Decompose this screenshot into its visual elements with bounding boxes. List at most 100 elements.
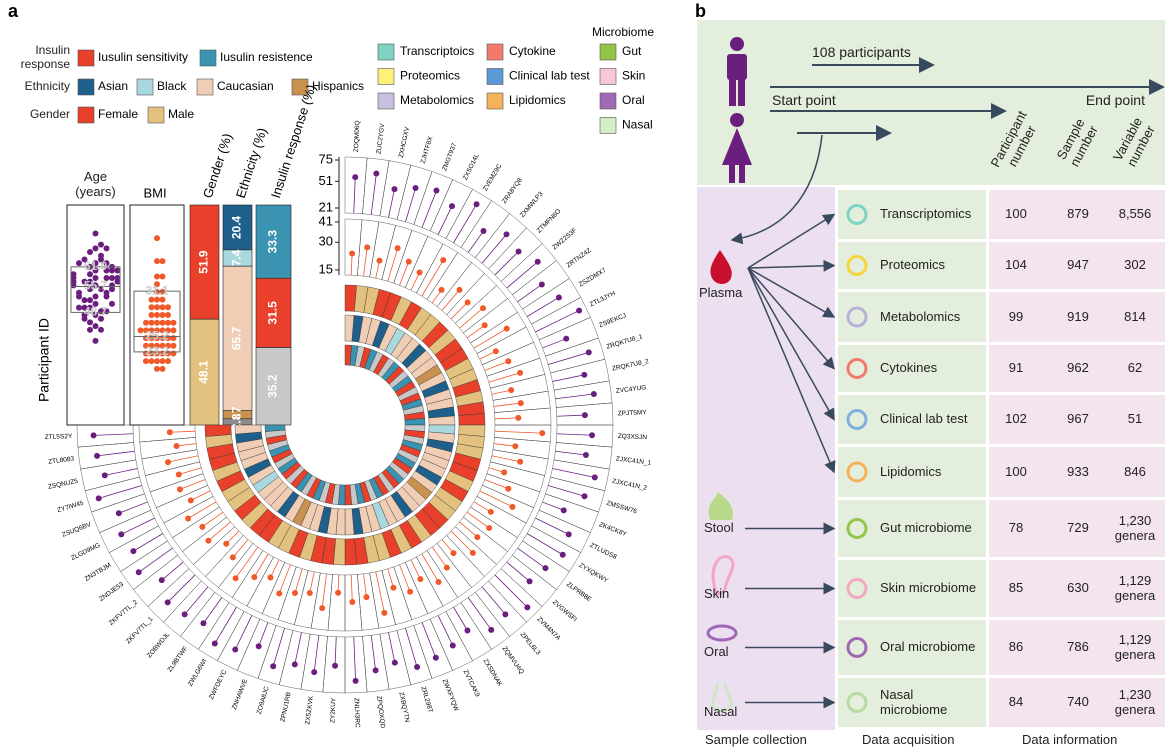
bmi-stem bbox=[410, 272, 420, 291]
participant-id: ZLPRB8E bbox=[565, 581, 593, 604]
data-dot bbox=[98, 252, 104, 259]
legend-label: Clinical lab test bbox=[509, 69, 590, 83]
participant-id: ZO9A8JC bbox=[256, 685, 271, 715]
age-stem bbox=[104, 468, 138, 476]
cell bbox=[492, 437, 551, 460]
age-stem bbox=[133, 533, 164, 552]
axis-tick-label: 75 bbox=[319, 151, 333, 166]
participant-id: ZSZDMX7 bbox=[578, 267, 608, 289]
bmi-dot bbox=[508, 387, 515, 394]
participant-id: ZY7IW45 bbox=[56, 500, 84, 515]
data-dot bbox=[98, 286, 104, 293]
sample-label: Oral bbox=[704, 644, 729, 659]
legend-label: Asian bbox=[98, 79, 128, 93]
age-stem bbox=[542, 338, 567, 349]
age-stem bbox=[93, 433, 134, 436]
column-header: Age (years) bbox=[75, 169, 116, 199]
participant-id: ZQMVU4Q bbox=[501, 645, 525, 675]
cell bbox=[482, 341, 541, 377]
table-cell: 104 bbox=[1005, 257, 1027, 273]
data-dot bbox=[170, 350, 177, 357]
flow-arrow bbox=[747, 259, 836, 272]
cell bbox=[369, 221, 396, 280]
bmi-stem bbox=[484, 479, 509, 490]
age-dot bbox=[255, 643, 262, 650]
data-dot bbox=[76, 260, 82, 267]
gender-ring bbox=[204, 424, 232, 437]
bmi-stem bbox=[459, 307, 484, 329]
cell bbox=[538, 493, 599, 533]
cell bbox=[344, 156, 368, 214]
data-dot bbox=[159, 312, 166, 318]
legend-title: Insulin response bbox=[20, 43, 70, 71]
information-cell bbox=[989, 190, 1165, 239]
bmi-dot bbox=[173, 442, 180, 449]
legend-swatch bbox=[77, 49, 95, 67]
data-dot bbox=[92, 245, 99, 252]
bmi-stem bbox=[431, 546, 448, 568]
age-dot bbox=[200, 620, 207, 627]
age-stem bbox=[272, 628, 285, 667]
bmi-dot bbox=[223, 540, 230, 547]
stacked-segment bbox=[222, 265, 253, 411]
panel-label: b bbox=[695, 1, 706, 21]
age-dot bbox=[130, 548, 137, 555]
cell bbox=[531, 509, 591, 553]
bmi-stem bbox=[321, 573, 327, 609]
legend-title: Gender bbox=[29, 107, 70, 121]
participant-id: ZS9EKCJ bbox=[598, 312, 627, 329]
data-dot bbox=[159, 304, 166, 311]
data-dot bbox=[98, 315, 104, 322]
cell bbox=[429, 611, 473, 671]
data-dot bbox=[170, 335, 177, 342]
legend-swatch bbox=[199, 49, 217, 67]
data-dot bbox=[92, 337, 99, 344]
table-cell: 740 bbox=[1067, 694, 1089, 710]
data-dot bbox=[154, 304, 160, 311]
participant-id: ZXSO14L bbox=[462, 152, 481, 181]
legend-label: Transcriptoics bbox=[400, 44, 474, 58]
age-dot bbox=[582, 452, 589, 459]
bmi-stem bbox=[363, 247, 368, 277]
age-dot bbox=[565, 531, 572, 538]
flow-arrow bbox=[747, 267, 835, 370]
acquisition-cell bbox=[838, 500, 986, 557]
annotation: End point bbox=[1085, 92, 1145, 108]
age-dot bbox=[449, 642, 456, 649]
age-dot bbox=[158, 577, 165, 584]
bmi-dot bbox=[229, 554, 236, 561]
acquisition-cell bbox=[838, 560, 986, 617]
data-dot bbox=[103, 293, 110, 300]
bmi-stem bbox=[350, 574, 353, 603]
segment-label: 31.5 bbox=[266, 301, 280, 325]
box-stat: 55.7 bbox=[84, 279, 108, 293]
stacked-segment bbox=[222, 204, 253, 251]
bmi-stem bbox=[178, 467, 202, 475]
timeline-arrows bbox=[730, 57, 1165, 245]
bmi-stem bbox=[473, 328, 507, 349]
cell bbox=[522, 525, 581, 572]
legend-swatch bbox=[599, 92, 617, 110]
data-dot bbox=[154, 258, 160, 265]
cell bbox=[476, 484, 534, 524]
age-dot bbox=[581, 371, 588, 378]
bmi-stem bbox=[479, 490, 513, 508]
table-cell: 84 bbox=[1008, 694, 1024, 710]
age-stem bbox=[535, 310, 580, 333]
column-header: Ethnicity (%) bbox=[233, 126, 270, 200]
table-cell: 91 bbox=[1008, 360, 1024, 376]
data-dot bbox=[114, 274, 121, 281]
table-cell: 786 bbox=[1067, 639, 1089, 655]
age-dot bbox=[352, 677, 359, 684]
cell bbox=[237, 618, 277, 679]
bmi-dot bbox=[416, 269, 423, 276]
information-cell bbox=[989, 560, 1165, 617]
bmi-dot bbox=[515, 414, 522, 421]
age-dot bbox=[95, 495, 102, 502]
legend-label: Nasal bbox=[622, 118, 653, 132]
assay-name: Skin microbiome bbox=[880, 580, 977, 596]
data-dot bbox=[87, 297, 93, 304]
stool-icon bbox=[708, 492, 733, 520]
data-dot bbox=[92, 300, 99, 307]
legend-label: Iusulin resistence bbox=[220, 50, 313, 64]
